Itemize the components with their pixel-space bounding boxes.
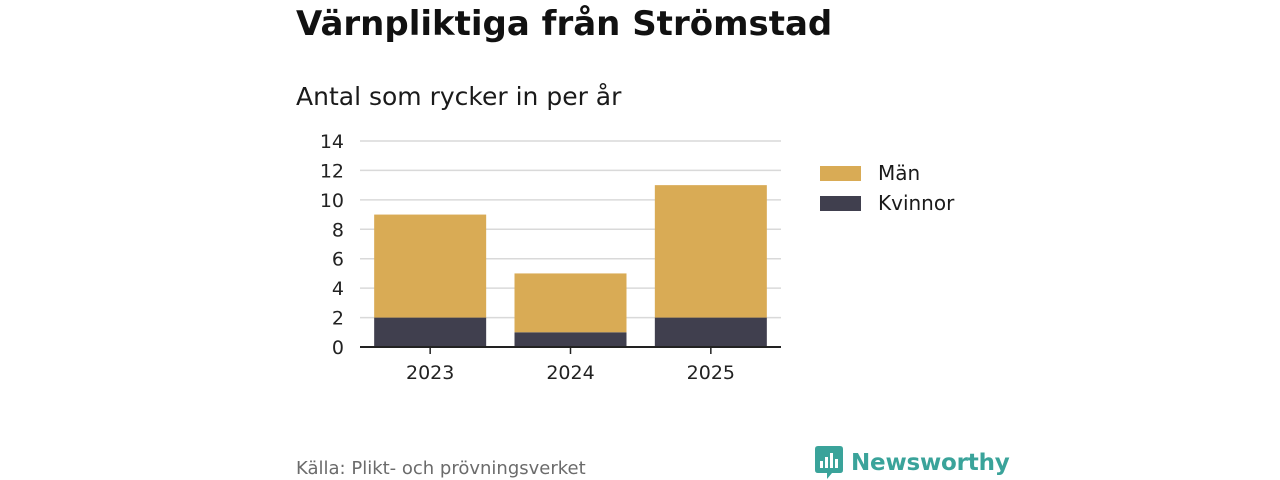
- newsworthy-icon: [815, 446, 843, 479]
- bar-2023-men: [374, 214, 487, 318]
- y-tick-label-14: 14: [320, 131, 344, 153]
- x-tick-label-2025: 2025: [687, 362, 735, 384]
- x-tick-label-2023: 2023: [406, 362, 454, 384]
- legend-item-women: Kvinnor: [820, 188, 954, 218]
- legend-swatch-men: [820, 165, 861, 181]
- y-tick-label-2: 2: [332, 308, 344, 330]
- bar-2024-men: [514, 273, 627, 333]
- y-tick-label-6: 6: [332, 249, 344, 271]
- bar-2024-women: [514, 332, 627, 347]
- x-axis-ticks: 2023 2024 2025: [406, 347, 735, 384]
- legend: Män Kvinnor: [820, 158, 954, 218]
- y-tick-label-4: 4: [332, 278, 344, 300]
- brand-name: Newsworthy: [851, 449, 1010, 476]
- legend-item-men: Män: [820, 158, 954, 188]
- source-note: Källa: Plikt- och prövningsverket: [296, 458, 586, 479]
- chart-subtitle: Antal som rycker in per år: [296, 82, 622, 111]
- bars: [374, 185, 767, 347]
- bar-2023-women: [374, 317, 487, 347]
- chart-title: Värnpliktiga från Strömstad: [296, 4, 833, 44]
- y-axis-ticks: 0 2 4 6 8 10 12 14: [320, 131, 344, 359]
- y-tick-label-12: 12: [320, 160, 344, 182]
- bar-2025-women: [654, 317, 767, 347]
- y-tick-label-8: 8: [332, 219, 344, 241]
- y-tick-label-10: 10: [320, 190, 344, 212]
- bar-2025-men: [654, 185, 767, 318]
- legend-swatch-women: [820, 195, 861, 211]
- legend-label-men: Män: [878, 161, 921, 185]
- legend-label-women: Kvinnor: [878, 191, 955, 215]
- x-tick-label-2024: 2024: [546, 362, 594, 384]
- y-tick-label-0: 0: [332, 337, 344, 359]
- brand-logo[interactable]: Newsworthy: [815, 446, 1010, 479]
